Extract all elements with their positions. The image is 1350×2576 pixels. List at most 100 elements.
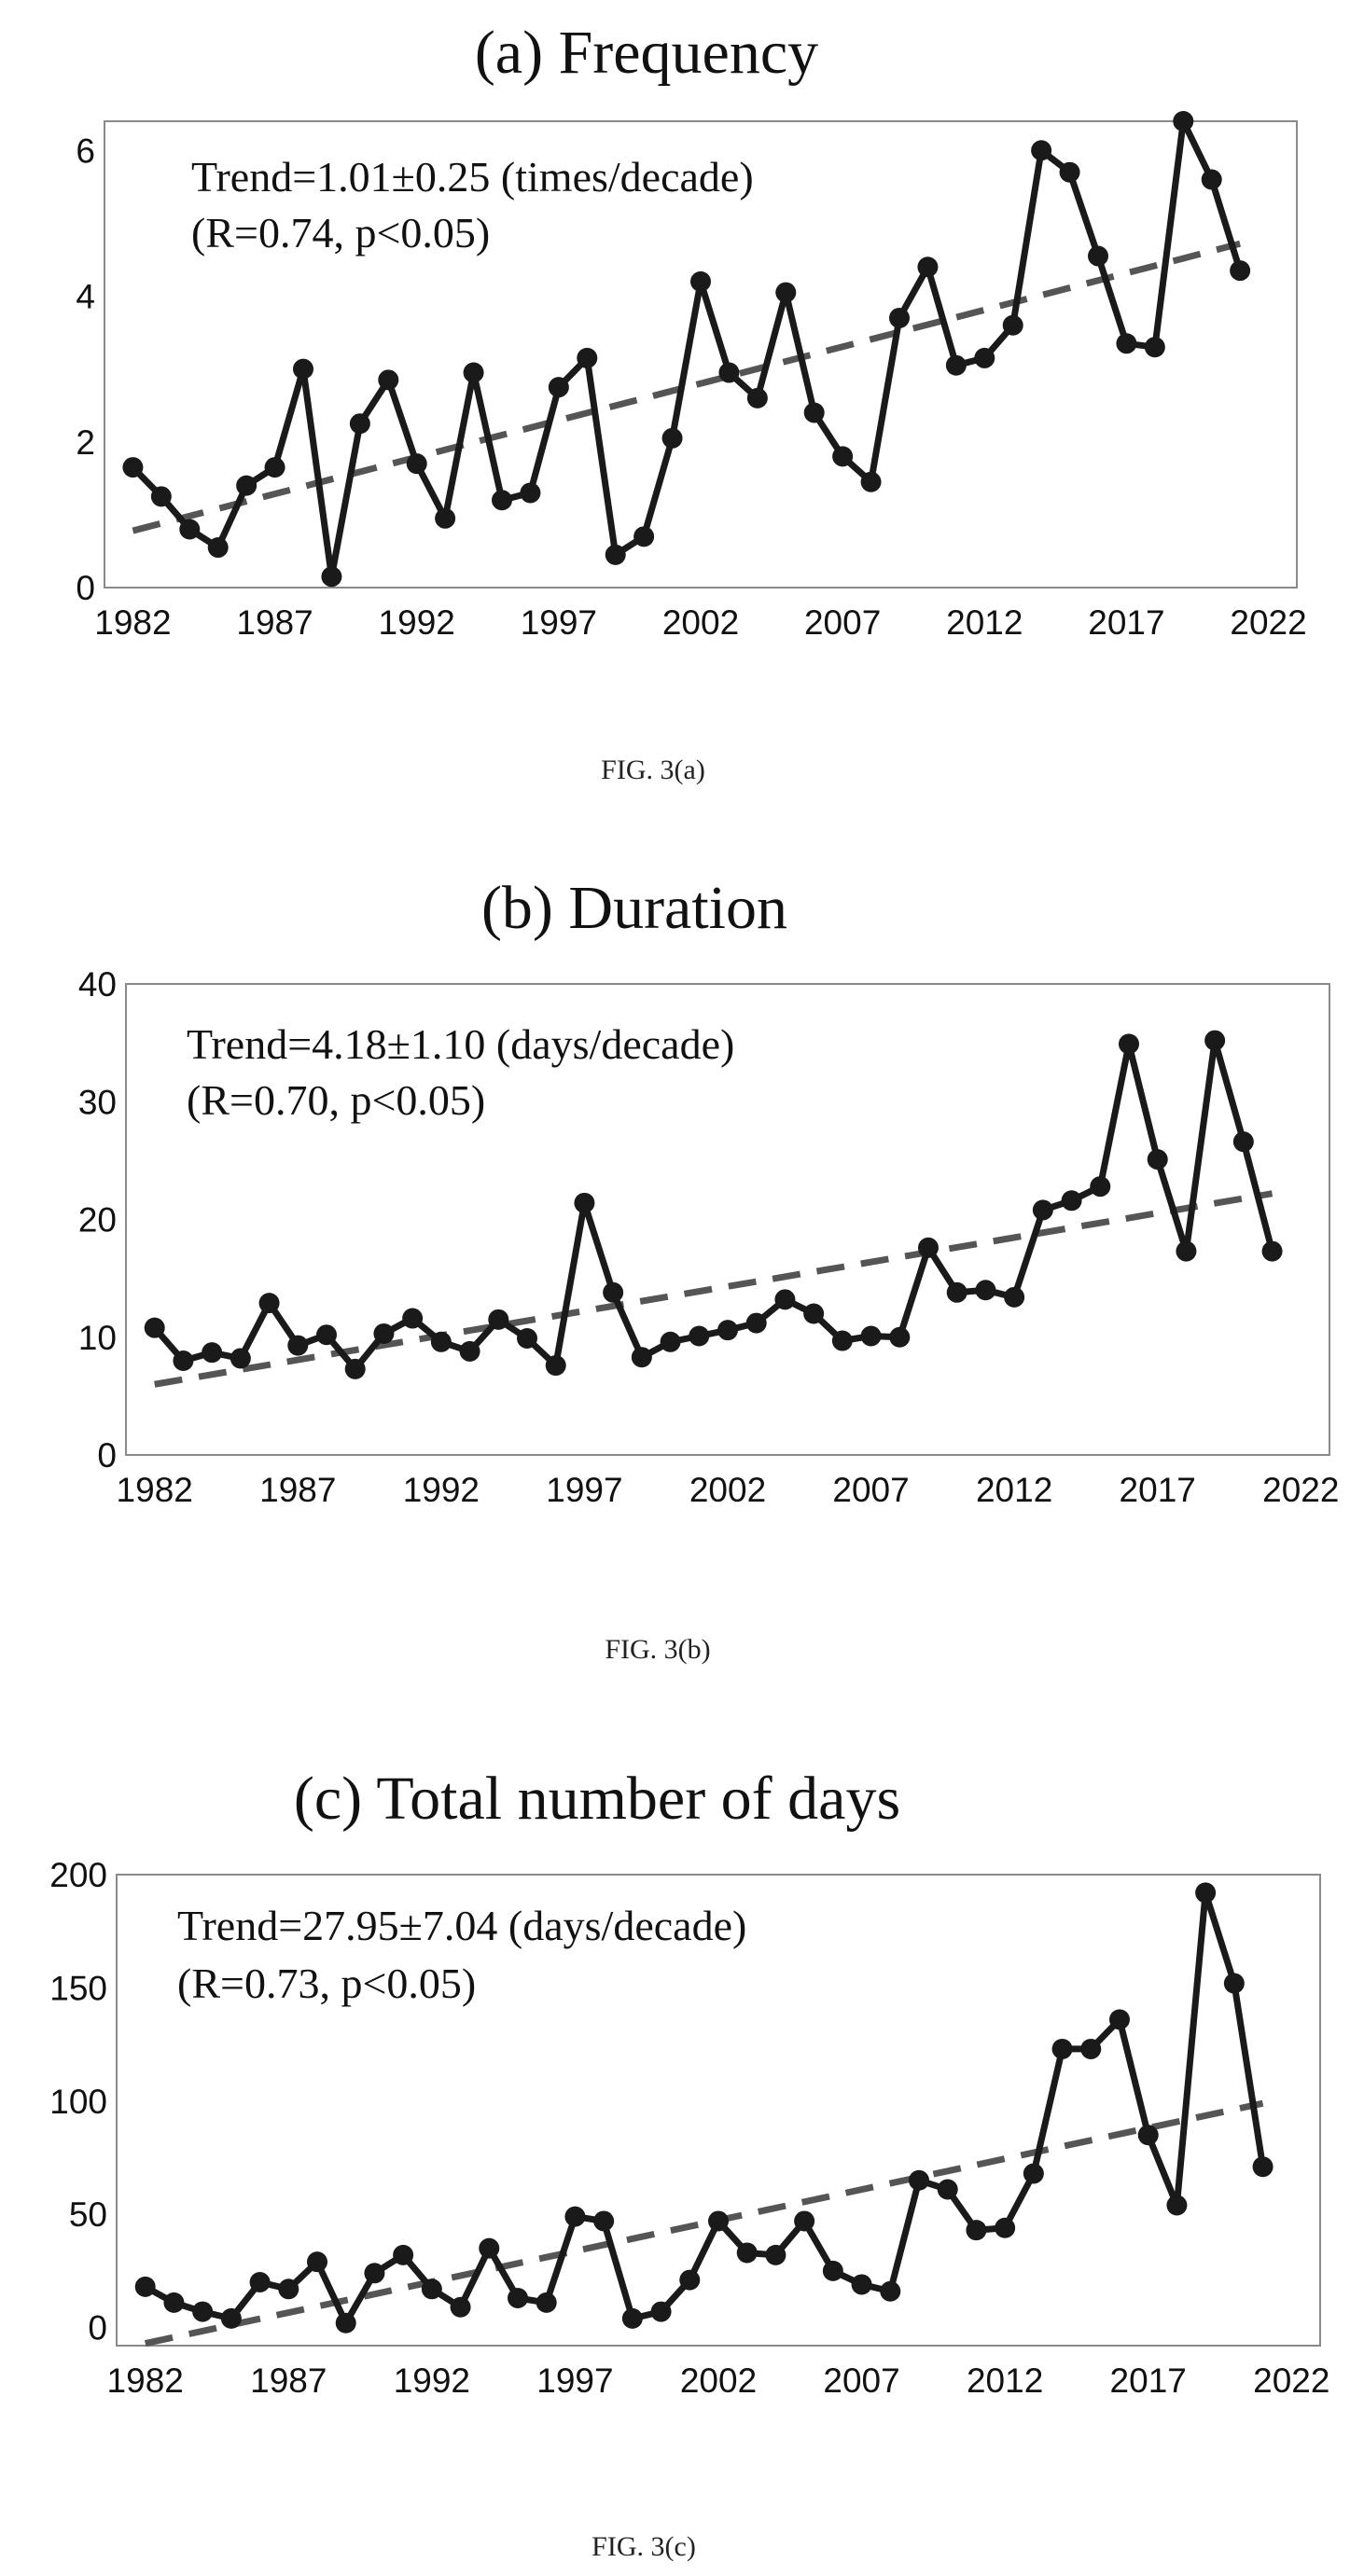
data-point (1088, 245, 1108, 267)
data-point (679, 2269, 701, 2291)
data-point (179, 519, 201, 540)
data-point (307, 2251, 327, 2273)
data-point (220, 2307, 242, 2329)
data-point (1080, 2038, 1102, 2059)
x-tick-label: 1992 (403, 1471, 480, 1509)
y-tick-label: 40 (78, 965, 117, 1004)
x-tick-label: 1987 (236, 603, 313, 642)
figure-caption-b: FIG. 3(b) (605, 1634, 710, 1665)
x-tick-label: 1987 (259, 1471, 336, 1509)
data-point (364, 2263, 385, 2284)
series-line-total-days (144, 1889, 1267, 2327)
data-point (1201, 169, 1222, 190)
data-marks-total-days (134, 1882, 1273, 2347)
x-tick-label: 1987 (250, 2361, 327, 2400)
data-point (975, 1280, 996, 1301)
x-tick-label: 1982 (107, 2361, 184, 2400)
stats-annotation-frequency: (R=0.74, p<0.05) (191, 209, 490, 256)
y-tick-label: 0 (76, 569, 95, 607)
data-point (402, 1308, 424, 1329)
data-point (775, 282, 797, 303)
y-tick-label: 100 (49, 2083, 107, 2121)
y-tick-label: 10 (78, 1319, 117, 1357)
y-tick-label: 0 (97, 1436, 117, 1475)
data-point (765, 2244, 786, 2265)
data-point (163, 2292, 185, 2313)
x-tick-label: 2017 (1110, 2361, 1187, 2400)
y-tick-labels-total-days: 0 50 100 150 200 (49, 1856, 107, 2347)
x-tick-labels-frequency: 1982 1987 1992 1997 2002 2007 2012 2017 2022 (94, 603, 1306, 642)
x-tick-label: 1992 (379, 603, 455, 642)
data-point (746, 387, 768, 409)
x-tick-label: 2012 (976, 1471, 1052, 1509)
series-line-duration (152, 1037, 1275, 1373)
data-point (450, 2296, 471, 2318)
chart-title-total-days: (c) Total number of days (294, 1765, 900, 1833)
x-tick-label: 2017 (1120, 1471, 1196, 1509)
data-point (1004, 1286, 1025, 1308)
x-tick-label: 2002 (680, 2361, 757, 2400)
data-point (545, 1355, 566, 1377)
data-point (918, 1237, 939, 1258)
data-point (660, 1331, 681, 1352)
data-point (832, 446, 854, 467)
data-point (851, 2274, 872, 2295)
data-point (803, 402, 825, 423)
data-point (236, 475, 257, 496)
data-point (745, 1312, 767, 1334)
data-point (1173, 111, 1194, 132)
y-tick-label: 4 (76, 278, 95, 316)
data-point (373, 1323, 395, 1344)
stats-annotation-duration: (R=0.70, p<0.05) (187, 1076, 485, 1124)
x-tick-label: 1982 (117, 1471, 193, 1509)
x-tick-label: 2017 (1088, 603, 1164, 642)
data-point (134, 2276, 156, 2297)
x-tick-label: 2022 (1230, 603, 1306, 642)
data-point (378, 369, 399, 391)
x-tick-label: 2012 (967, 2361, 1043, 2400)
data-point (435, 507, 456, 529)
data-point (393, 2244, 414, 2265)
data-point (150, 486, 172, 507)
y-tick-labels-frequency: 0 2 4 6 (76, 132, 95, 607)
data-point (736, 2242, 758, 2264)
y-tick-label: 2 (76, 423, 95, 462)
trend-annotation-duration: Trend=4.18±1.10 (days/decade) (187, 1020, 734, 1068)
data-point (488, 1309, 509, 1330)
x-tick-label: 2012 (946, 603, 1023, 642)
y-tick-label: 50 (69, 2195, 107, 2234)
data-point (459, 1340, 480, 1362)
x-tick-label: 1992 (394, 2361, 470, 2400)
data-point (1061, 1190, 1082, 1212)
data-point (1059, 161, 1080, 183)
data-point (995, 2217, 1016, 2238)
data-point (1109, 2009, 1130, 2030)
x-tick-label: 2022 (1262, 1471, 1339, 1509)
data-point (937, 2179, 958, 2200)
data-point (278, 2278, 299, 2300)
x-tick-labels-duration: 1982 1987 1992 1997 2002 2007 2012 2017 2022 (117, 1471, 1340, 1509)
chart-title-frequency: (a) Frequency (475, 19, 818, 87)
data-point (1137, 2125, 1159, 2146)
plot-frame-frequency (104, 120, 1298, 589)
data-point (718, 362, 740, 383)
data-marks-frequency (122, 111, 1251, 588)
data-point (1252, 2156, 1273, 2178)
data-point (249, 2272, 271, 2293)
data-point (946, 1281, 967, 1303)
data-point (492, 490, 512, 511)
data-point (708, 2210, 729, 2232)
x-tick-label: 2007 (804, 603, 881, 642)
plot-frame-duration (125, 983, 1330, 1456)
plot-frame-total-days (116, 1874, 1321, 2347)
data-point (548, 377, 569, 398)
data-point (230, 1348, 251, 1369)
data-point (1032, 1199, 1053, 1221)
data-point (860, 1325, 882, 1347)
x-tick-label: 2002 (689, 1471, 766, 1509)
x-tick-label: 2002 (662, 603, 739, 642)
data-point (974, 347, 995, 368)
data-point (603, 1281, 624, 1303)
data-point (1051, 2038, 1073, 2059)
